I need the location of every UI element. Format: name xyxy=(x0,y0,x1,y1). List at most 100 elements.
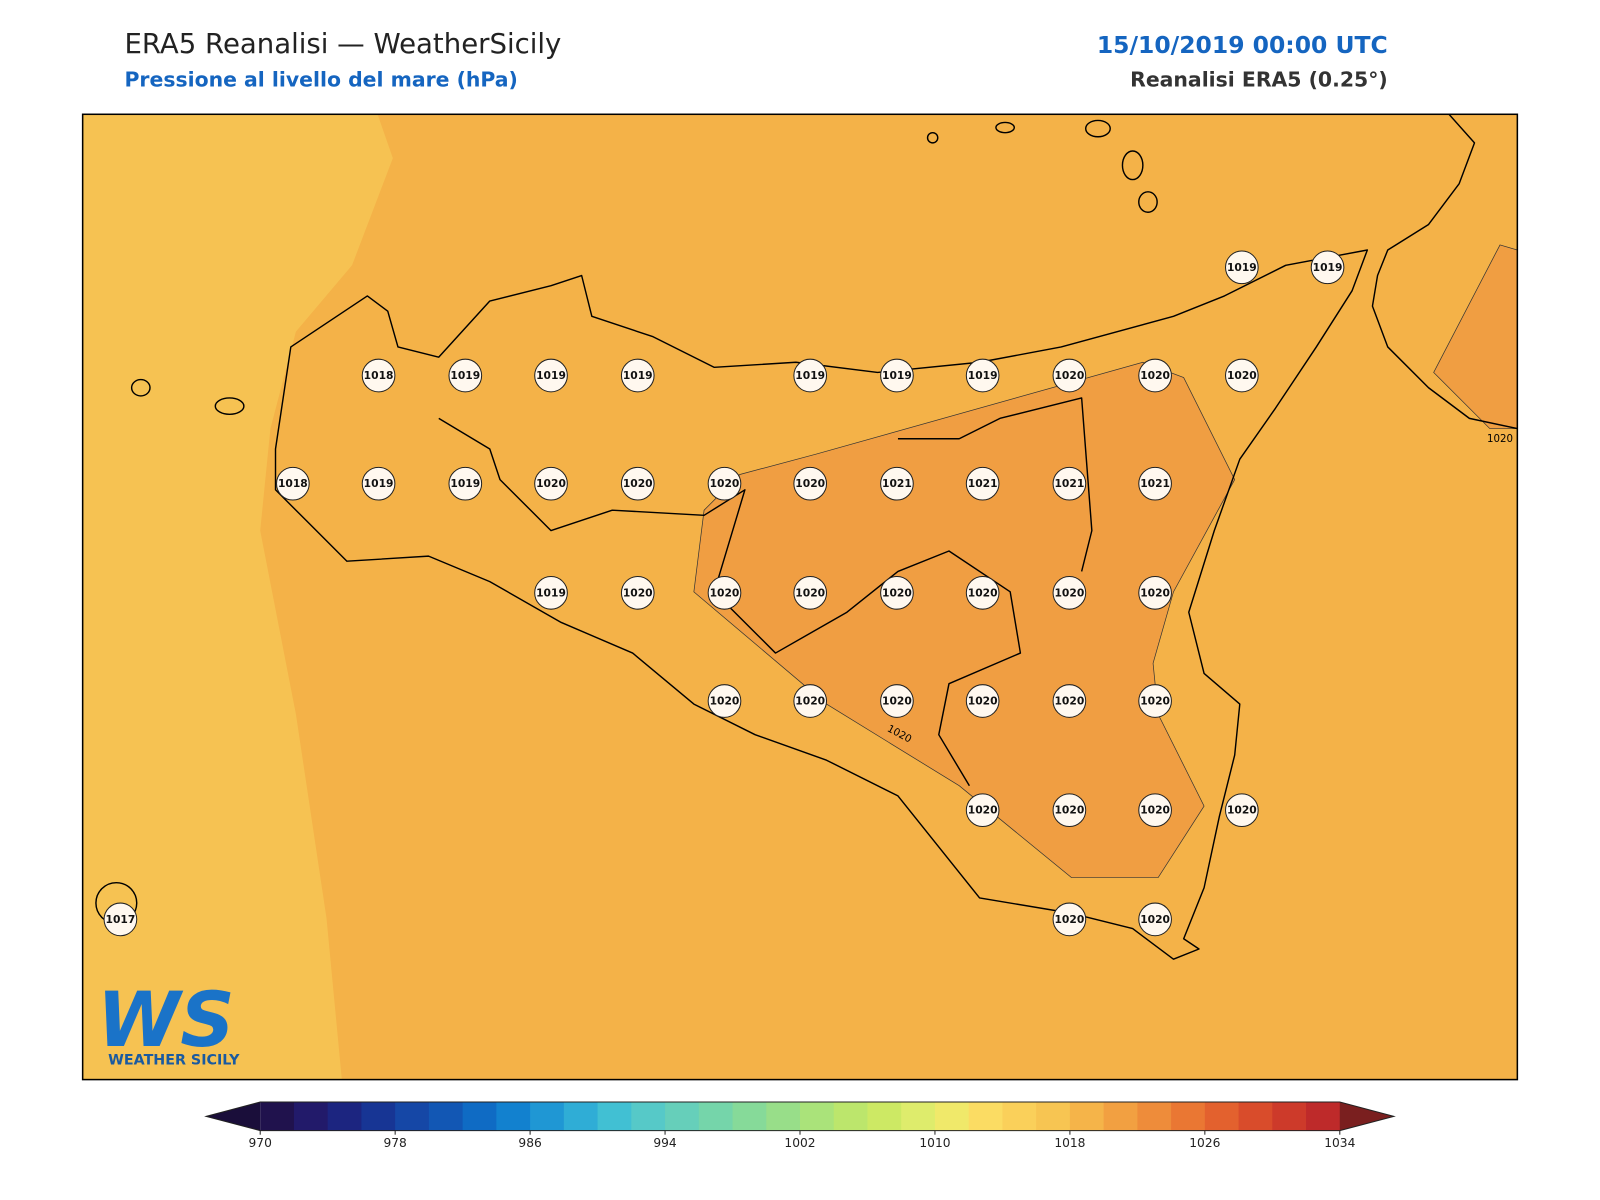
station-marker xyxy=(880,576,914,610)
station-marker xyxy=(1225,793,1259,828)
station-value: 1019 xyxy=(1313,261,1343,274)
station-value: 1020 xyxy=(710,695,740,708)
colorbar-segment xyxy=(1306,1102,1341,1131)
field-low xyxy=(82,114,393,1080)
station-marker xyxy=(361,358,396,393)
logo-text: WEATHER SICILY xyxy=(108,1052,240,1068)
station-value: 1020 xyxy=(536,477,566,490)
station-value: 1020 xyxy=(623,477,653,490)
station-value: 1021 xyxy=(882,477,912,490)
station-value: 1020 xyxy=(710,477,740,490)
station-marker xyxy=(1138,466,1172,501)
station-value: 1020 xyxy=(1140,586,1170,599)
island xyxy=(995,121,1015,134)
station-marker xyxy=(448,358,483,393)
colorbar-segment xyxy=(260,1102,295,1131)
station-value: 1020 xyxy=(1140,913,1170,926)
station-marker xyxy=(965,466,1000,501)
subtitle: Pressione al livello del mare (hPa) xyxy=(124,68,517,92)
station-marker xyxy=(1138,358,1172,393)
station-marker xyxy=(965,793,1000,828)
station-value: 1018 xyxy=(278,477,308,490)
colorbar-tick-label: 978 xyxy=(383,1136,406,1150)
colorbar-segment xyxy=(901,1102,936,1131)
station-marker xyxy=(880,466,914,501)
colorbar-segment xyxy=(665,1102,700,1131)
colorbar-segment xyxy=(968,1102,1003,1131)
station-marker xyxy=(1052,684,1087,718)
station-value: 1020 xyxy=(1140,695,1170,708)
station-marker xyxy=(103,902,138,937)
colorbar-segment xyxy=(1069,1102,1105,1131)
colorbar-segment xyxy=(530,1102,565,1131)
station-marker xyxy=(1138,684,1172,718)
station-marker xyxy=(361,466,396,501)
colorbar-tick-label: 986 xyxy=(518,1136,542,1150)
island xyxy=(130,378,151,397)
colorbar-segment xyxy=(631,1102,666,1131)
station-value: 1019 xyxy=(536,369,566,382)
colorbar-segment xyxy=(361,1102,396,1131)
colorbar-segment xyxy=(1238,1102,1273,1131)
calabria-coast xyxy=(1371,113,1518,430)
colorbar-segment xyxy=(293,1102,329,1131)
station-value: 1020 xyxy=(710,586,740,599)
station-value: 1019 xyxy=(450,369,480,382)
station-value: 1019 xyxy=(364,477,394,490)
station-value: 1021 xyxy=(1054,477,1084,490)
colorbar-under xyxy=(206,1102,261,1131)
island xyxy=(1138,191,1158,213)
source: Reanalisi ERA5 (0.25°) xyxy=(1130,68,1388,92)
station-marker xyxy=(707,684,742,718)
station-value: 1020 xyxy=(795,695,825,708)
station-value: 1020 xyxy=(1054,586,1084,599)
colorbar-segment xyxy=(1036,1102,1071,1131)
station-marker xyxy=(534,576,568,610)
station-value: 1020 xyxy=(968,695,998,708)
station-marker xyxy=(1052,793,1087,828)
colorbar-tick-label: 1034 xyxy=(1324,1136,1355,1150)
station-marker xyxy=(793,466,828,501)
colorbar-segment xyxy=(563,1102,599,1131)
colorbar-tick-label: 1026 xyxy=(1189,1136,1220,1150)
province-border xyxy=(438,397,1093,787)
station-value: 1021 xyxy=(968,477,998,490)
station-value: 1019 xyxy=(795,369,825,382)
station-marker xyxy=(1138,902,1172,937)
station-marker xyxy=(965,576,1000,610)
colorbar-segment xyxy=(1137,1102,1172,1131)
station-value: 1020 xyxy=(795,586,825,599)
title: ERA5 Reanalisi — WeatherSicily xyxy=(124,28,561,60)
colorbar-tick-label: 1002 xyxy=(784,1136,815,1150)
station-marker xyxy=(1225,358,1259,393)
colorbar-segment xyxy=(1103,1102,1138,1131)
colorbar-over xyxy=(1339,1102,1394,1131)
colorbar-segment xyxy=(496,1102,531,1131)
colorbar-segment xyxy=(1002,1102,1037,1131)
colorbar-tick-label: 1010 xyxy=(919,1136,950,1150)
map: 1020 1020 WS WEATHER SICILY 1019 1019 1018… xyxy=(81,113,1519,1081)
station-value: 1019 xyxy=(968,369,998,382)
colorbar-segment xyxy=(732,1102,767,1131)
station-marker xyxy=(1052,902,1087,937)
station-value: 1020 xyxy=(1054,804,1084,817)
station-value: 1020 xyxy=(882,695,912,708)
colorbar-segment xyxy=(833,1102,868,1131)
map-frame xyxy=(81,113,1519,1081)
station-marker xyxy=(793,684,828,718)
colorbar-segment xyxy=(1171,1102,1206,1131)
station-marker xyxy=(707,466,742,501)
station-marker xyxy=(448,466,483,501)
station-value: 1019 xyxy=(623,369,653,382)
island xyxy=(926,131,939,144)
station-marker xyxy=(880,358,914,393)
colorbar-segment xyxy=(1272,1102,1307,1131)
station-marker xyxy=(1138,793,1172,828)
station-value: 1020 xyxy=(968,586,998,599)
station-value: 1019 xyxy=(1227,261,1257,274)
colorbar-segment xyxy=(395,1102,430,1131)
island xyxy=(214,397,245,415)
colorbar-segment xyxy=(934,1102,970,1131)
island xyxy=(1121,150,1144,181)
station-marker xyxy=(620,358,655,393)
